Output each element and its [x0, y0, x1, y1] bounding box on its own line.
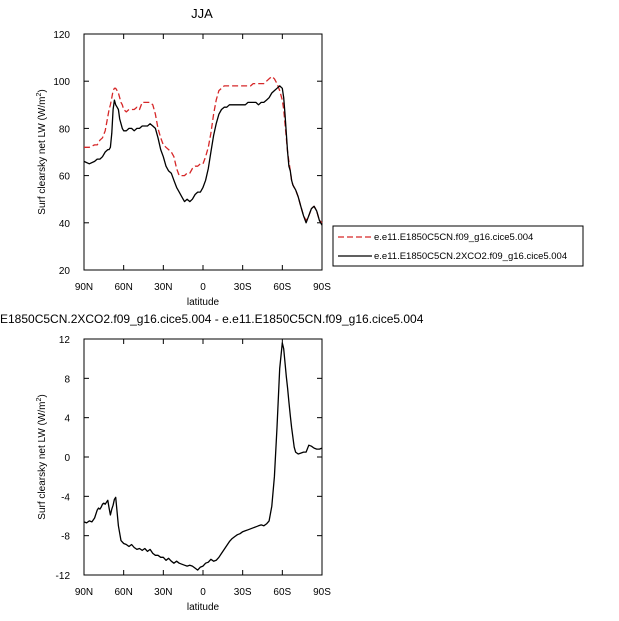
top-y-tick-label: 120	[53, 30, 70, 41]
bottom-y-axis-label: Surf clearsky net LW (W/m2)	[36, 394, 48, 519]
top-y-tick-label: 80	[59, 124, 71, 135]
top-x-tick-label: 30S	[234, 282, 252, 293]
bottom-series-line-0	[83, 342, 323, 571]
bottom-x-tick-label: 30N	[154, 587, 172, 598]
top-x-tick-label: 60S	[273, 282, 291, 293]
bottom-panel-title: E1850C5CN.2XCO2.f09_g16.cice5.004 - e.e1…	[0, 312, 424, 326]
top-series-lines	[83, 75, 323, 226]
bottom-x-tick-label: 60S	[273, 587, 291, 598]
bottom-x-tick-label: 0	[200, 587, 206, 598]
bottom-x-tick-label: 90N	[75, 587, 93, 598]
bottom-y-tick-label: 4	[64, 414, 70, 425]
legend-box	[332, 225, 584, 267]
legend-label-2xco2: e.e11.E1850C5CN.2XCO2.f09_g16.cice5.004	[374, 251, 567, 262]
bottom-y-tick-label: -8	[61, 532, 70, 543]
top-x-tick-label: 90N	[75, 282, 93, 293]
top-y-tick-label: 60	[59, 172, 71, 183]
top-y-axis-label: Surf clearsky net LW (W/m2)	[36, 89, 48, 214]
top-x-axis: 90N 60N 30N 0 30S 60S 90S	[75, 34, 331, 293]
bottom-y-tick-label: 12	[59, 335, 71, 346]
top-x-tick-label: 0	[200, 282, 206, 293]
top-y-axis: 20 40 60 80 100 120	[53, 30, 322, 277]
legend-label-control: e.e11.E1850C5CN.f09_g16.cice5.004	[374, 232, 533, 243]
top-x-tick-label: 60N	[114, 282, 132, 293]
bottom-x-tick-label: 30S	[234, 587, 252, 598]
bottom-x-axis: 90N 60N 30N 0 30S 60S 90S	[75, 339, 331, 598]
top-y-tick-label: 100	[53, 77, 70, 88]
bottom-panel: -12 -8 -4 0 4 8 12 90N 60N 30N 0 30S 60S 90S latitud…	[36, 335, 331, 613]
top-x-axis-label: latitude	[187, 297, 220, 308]
bottom-x-tick-label: 90S	[313, 587, 331, 598]
bottom-y-tick-label: -4	[61, 492, 70, 503]
top-y-tick-label: 40	[59, 219, 71, 230]
top-y-tick-label: 20	[59, 266, 71, 277]
legend: e.e11.E1850C5CN.f09_g16.cice5.004 e.e11.…	[332, 225, 584, 267]
bottom-x-axis-label: latitude	[187, 602, 220, 613]
top-series-line-0	[84, 75, 323, 224]
top-panel: 20 40 60 80 100 120 90N 60N 30N 0 30S 60S 90S latit…	[36, 30, 331, 308]
top-plot-frame	[83, 33, 323, 271]
top-series-line-1	[83, 85, 323, 226]
top-x-tick-label: 90S	[313, 282, 331, 293]
top-x-tick-label: 30N	[154, 282, 172, 293]
bottom-y-axis: -12 -8 -4 0 4 8 12	[56, 335, 322, 582]
bottom-y-tick-label: 0	[64, 453, 70, 464]
bottom-x-tick-label: 60N	[114, 587, 132, 598]
bottom-y-tick-label: -12	[56, 571, 71, 582]
bottom-series-lines	[83, 342, 323, 571]
figure-title: JJA	[191, 6, 213, 21]
bottom-y-tick-label: 8	[64, 374, 70, 385]
